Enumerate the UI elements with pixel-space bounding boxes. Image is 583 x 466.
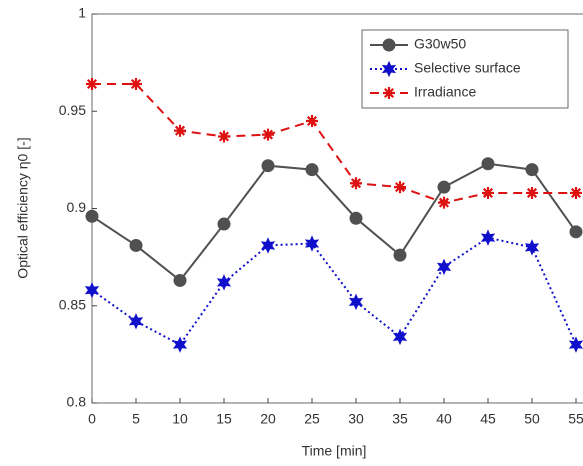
y-tick-label: 0.8 bbox=[67, 394, 87, 410]
y-tick-label: 0.85 bbox=[59, 296, 86, 312]
marker bbox=[305, 163, 319, 177]
marker bbox=[438, 196, 450, 209]
marker bbox=[392, 328, 408, 346]
series-line bbox=[91, 236, 577, 346]
marker bbox=[524, 239, 540, 256]
marker bbox=[174, 124, 186, 137]
x-tick-label: 50 bbox=[524, 411, 540, 427]
x-tick-label: 40 bbox=[436, 411, 452, 427]
marker bbox=[217, 217, 231, 231]
x-tick-label: 0 bbox=[88, 411, 96, 427]
marker bbox=[218, 130, 230, 143]
x-tick-label: 45 bbox=[480, 411, 496, 427]
marker bbox=[130, 78, 142, 91]
marker bbox=[393, 248, 407, 262]
y-tick-label: 0.9 bbox=[67, 199, 87, 215]
x-tick-label: 35 bbox=[392, 411, 408, 427]
x-tick-label: 55 bbox=[568, 411, 583, 427]
marker bbox=[306, 114, 318, 127]
marker bbox=[261, 159, 275, 173]
legend-marker bbox=[381, 60, 397, 78]
x-tick-label: 5 bbox=[132, 411, 140, 427]
marker bbox=[394, 181, 406, 194]
marker bbox=[86, 78, 98, 91]
marker bbox=[304, 235, 320, 252]
legend-marker bbox=[383, 87, 395, 99]
marker bbox=[482, 186, 494, 199]
marker bbox=[350, 177, 362, 190]
legend-label: Irradiance bbox=[414, 84, 476, 100]
marker bbox=[569, 225, 583, 239]
legend-marker bbox=[382, 38, 396, 52]
marker bbox=[129, 238, 143, 252]
series-line bbox=[92, 83, 576, 204]
marker bbox=[349, 211, 363, 225]
marker bbox=[262, 128, 274, 141]
marker bbox=[383, 87, 395, 99]
marker bbox=[173, 273, 187, 287]
marker bbox=[382, 38, 396, 52]
x-axis-label: Time [min] bbox=[302, 443, 367, 459]
marker bbox=[480, 229, 496, 246]
marker bbox=[526, 186, 538, 199]
marker bbox=[568, 336, 583, 353]
x-tick-label: 25 bbox=[304, 411, 320, 427]
x-tick-label: 15 bbox=[216, 411, 232, 427]
marker bbox=[570, 186, 582, 199]
marker bbox=[84, 281, 100, 299]
marker bbox=[381, 60, 397, 78]
marker bbox=[216, 274, 232, 291]
marker bbox=[348, 293, 364, 311]
marker bbox=[481, 157, 495, 171]
marker bbox=[525, 163, 539, 177]
marker bbox=[85, 209, 99, 223]
marker bbox=[260, 237, 276, 254]
y-tick-label: 0.95 bbox=[59, 102, 86, 118]
marker bbox=[437, 180, 451, 194]
series-line bbox=[91, 162, 577, 282]
marker bbox=[172, 336, 188, 353]
marker bbox=[436, 258, 452, 276]
y-axis-label: Optical efficiency η0 [-] bbox=[15, 137, 31, 278]
y-tick-label: 1 bbox=[78, 5, 86, 21]
x-tick-label: 30 bbox=[348, 411, 364, 427]
legend-label: Selective surface bbox=[414, 60, 521, 76]
marker bbox=[128, 313, 144, 330]
x-tick-label: 10 bbox=[172, 411, 188, 427]
legend-label: G30w50 bbox=[414, 36, 466, 52]
x-tick-label: 20 bbox=[260, 411, 276, 427]
